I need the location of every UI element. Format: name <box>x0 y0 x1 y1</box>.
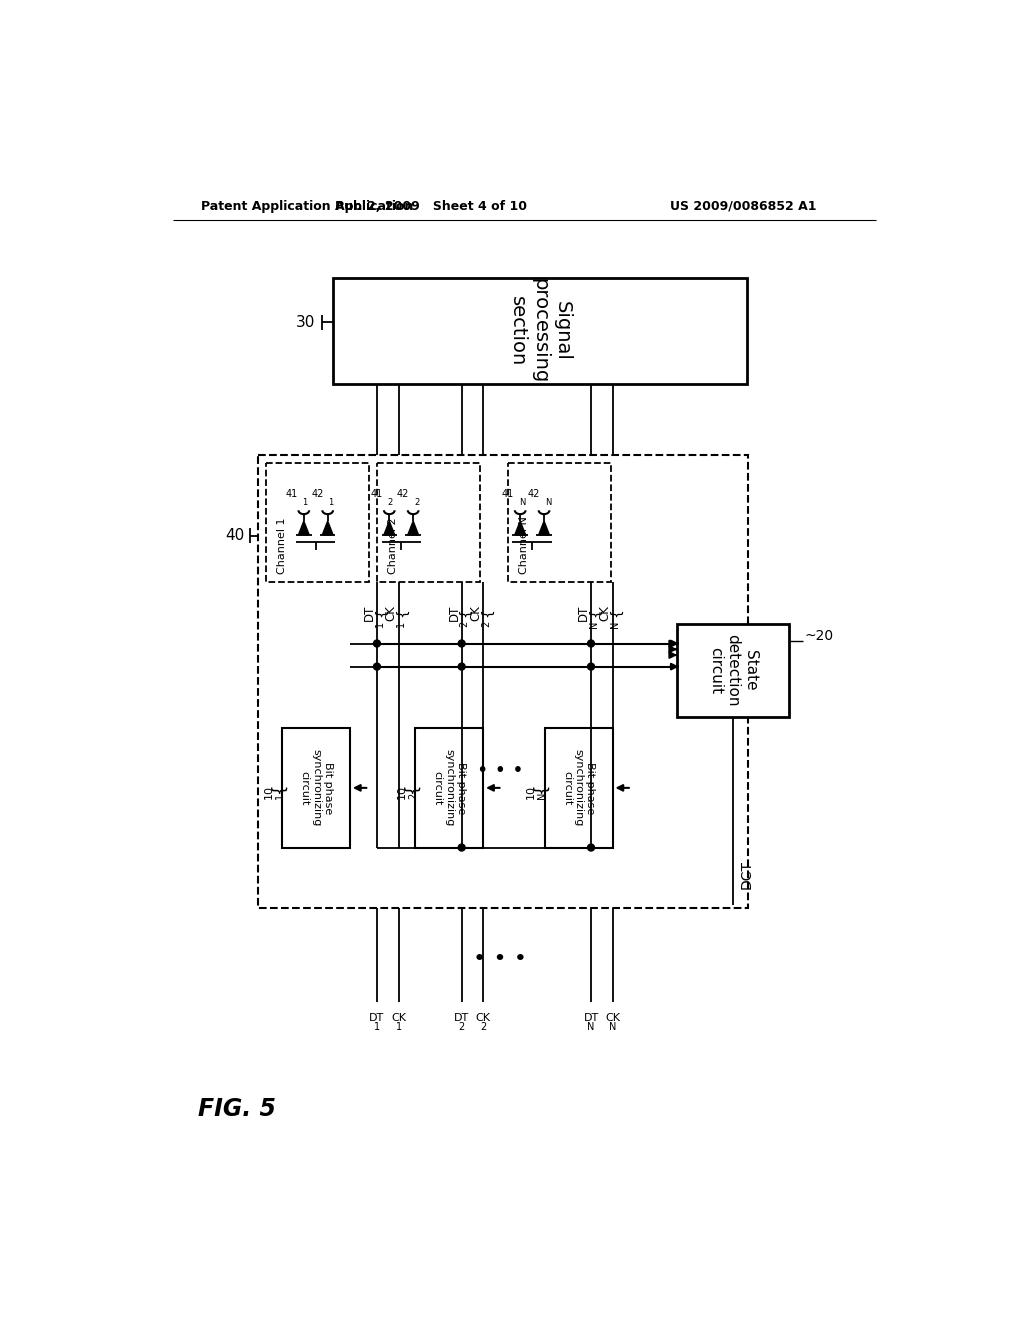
Text: 41: 41 <box>502 490 514 499</box>
Text: 2: 2 <box>388 498 393 507</box>
Text: 2: 2 <box>460 620 469 627</box>
Text: 41: 41 <box>286 490 298 499</box>
Text: 42: 42 <box>527 490 541 499</box>
Circle shape <box>588 640 595 647</box>
Text: 1: 1 <box>395 1022 401 1032</box>
Polygon shape <box>323 521 333 535</box>
Text: Channel N: Channel N <box>518 516 528 574</box>
Text: 1: 1 <box>329 498 334 507</box>
Text: {: { <box>588 609 602 618</box>
Text: 10: 10 <box>396 784 407 799</box>
Text: • • •: • • • <box>473 949 527 969</box>
Text: US 2009/0086852 A1: US 2009/0086852 A1 <box>670 199 816 213</box>
Text: 1: 1 <box>374 1022 380 1032</box>
Text: DT: DT <box>370 1014 385 1023</box>
Text: 2: 2 <box>481 620 490 627</box>
Text: {: { <box>395 609 410 618</box>
Text: Patent Application Publication: Patent Application Publication <box>202 199 414 213</box>
Text: N: N <box>610 620 621 628</box>
Text: DT: DT <box>447 605 461 620</box>
Text: N: N <box>538 792 547 800</box>
Circle shape <box>374 663 381 671</box>
Text: 2: 2 <box>414 498 419 507</box>
Text: 2: 2 <box>480 1022 486 1032</box>
Text: 40: 40 <box>225 528 245 544</box>
Text: {: { <box>480 609 494 618</box>
Text: N: N <box>545 498 551 507</box>
Text: 41: 41 <box>371 490 383 499</box>
Text: FIG. 5: FIG. 5 <box>199 1097 276 1122</box>
Circle shape <box>588 663 595 671</box>
Text: N: N <box>518 498 525 507</box>
Text: 2: 2 <box>408 792 418 799</box>
Text: CK: CK <box>384 605 397 620</box>
Circle shape <box>588 843 595 851</box>
Text: 42: 42 <box>397 490 410 499</box>
Text: DT: DT <box>362 605 376 620</box>
Text: Channel 2: Channel 2 <box>388 517 397 574</box>
Circle shape <box>458 843 465 851</box>
Circle shape <box>458 640 465 647</box>
Text: State
detection
circuit: State detection circuit <box>709 634 758 706</box>
Bar <box>266 462 370 582</box>
Text: DCT: DCT <box>739 861 754 888</box>
Bar <box>545 729 612 847</box>
Polygon shape <box>298 521 309 535</box>
Bar <box>333 277 746 384</box>
Bar <box>377 462 480 582</box>
Text: {: { <box>609 609 624 618</box>
Text: Signal
processing
section: Signal processing section <box>508 279 571 384</box>
Text: {: { <box>374 609 388 618</box>
Text: N: N <box>609 1022 616 1032</box>
Text: 1: 1 <box>274 792 285 799</box>
Text: 1: 1 <box>396 620 407 627</box>
Polygon shape <box>539 521 550 535</box>
Text: DT: DT <box>454 1014 469 1023</box>
Text: N: N <box>589 620 599 628</box>
Bar <box>416 729 483 847</box>
Text: 30: 30 <box>296 315 315 330</box>
Bar <box>677 624 788 717</box>
Text: DT: DT <box>577 605 590 620</box>
Text: CK: CK <box>391 1014 407 1023</box>
Circle shape <box>458 663 465 671</box>
Bar <box>283 729 350 847</box>
Text: {: { <box>269 783 288 793</box>
Text: CK: CK <box>476 1014 490 1023</box>
Text: ~20: ~20 <box>804 628 834 643</box>
Circle shape <box>374 640 381 647</box>
Text: Bit phase
synchronizing
circuit: Bit phase synchronizing circuit <box>562 750 595 826</box>
Text: CK: CK <box>598 605 611 620</box>
Text: {: { <box>532 783 550 793</box>
Text: 1: 1 <box>302 498 307 507</box>
Text: 10: 10 <box>263 784 273 799</box>
Polygon shape <box>515 521 525 535</box>
Text: Bit phase
synchronizing
circuit: Bit phase synchronizing circuit <box>300 750 333 826</box>
Text: DT: DT <box>584 1014 599 1023</box>
Bar <box>508 462 611 582</box>
Text: 2: 2 <box>459 1022 465 1032</box>
Text: Channel 1: Channel 1 <box>276 517 287 574</box>
Text: • • •: • • • <box>477 762 523 780</box>
Text: N: N <box>588 1022 595 1032</box>
Text: CK: CK <box>469 605 482 620</box>
Text: 10: 10 <box>526 784 536 799</box>
Text: CK: CK <box>605 1014 621 1023</box>
Text: Bit phase
synchronizing
circuit: Bit phase synchronizing circuit <box>433 750 466 826</box>
Text: {: { <box>402 783 421 793</box>
Text: {: { <box>459 609 472 618</box>
Text: 42: 42 <box>311 490 324 499</box>
Bar <box>258 455 749 908</box>
Polygon shape <box>384 521 394 535</box>
Polygon shape <box>408 521 419 535</box>
Text: Apr. 2, 2009   Sheet 4 of 10: Apr. 2, 2009 Sheet 4 of 10 <box>335 199 527 213</box>
Text: 1: 1 <box>375 620 385 627</box>
